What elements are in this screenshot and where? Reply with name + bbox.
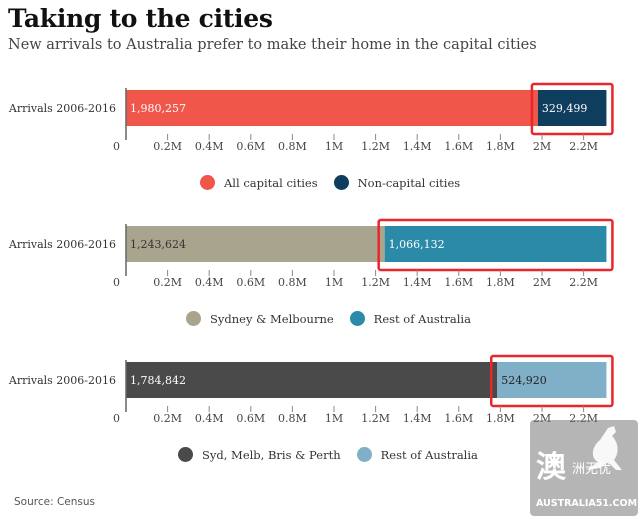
legend-swatch [356, 447, 372, 462]
source-note: Source: Census [14, 496, 95, 508]
tick-label: 2M [533, 140, 551, 153]
tick-label: 1.2M [361, 412, 390, 425]
bar-segment [497, 362, 607, 398]
legend-label: Non-capital cities [357, 175, 461, 190]
tick-label: 1.8M [486, 276, 515, 289]
tick-label: 0.2M [153, 140, 182, 153]
tick-label: 0.8M [278, 276, 307, 289]
tick-label: 1.4M [403, 276, 432, 289]
legend-label: Rest of Australia [380, 447, 478, 462]
legend-item: Rest of Australia [356, 447, 478, 462]
chart-svg: Arrivals 2006-2016 1,243,624 1,066,132 0 0.2… [8, 218, 614, 289]
highlight-box [377, 218, 614, 272]
bar-segment [384, 226, 607, 262]
highlight-box [530, 82, 614, 136]
tick-label: 2.2M [569, 140, 598, 153]
bar-segment [126, 226, 385, 262]
tick-label: 2.2M [569, 276, 598, 289]
tick-label: 0 [113, 276, 120, 289]
tick-label: 1.2M [361, 140, 390, 153]
legend-swatch [349, 311, 365, 326]
chart-legend: Sydney & Melbourne Rest of Australia [186, 311, 487, 326]
legend-item: Syd, Melb, Bris & Perth [178, 447, 341, 462]
chart-legend: Syd, Melb, Bris & Perth Rest of Australia [178, 447, 494, 462]
tick-label: 1.6M [444, 276, 473, 289]
tick-label: 1.2M [361, 276, 390, 289]
category-label: Arrivals 2006-2016 [8, 374, 116, 387]
chart-title: Taking to the cities [8, 4, 273, 33]
chart-subtitle: New arrivals to Australia prefer to make… [8, 37, 537, 53]
kangaroo-icon [586, 426, 622, 470]
data-label: 1,784,842 [130, 374, 186, 387]
legend-label: All capital cities [224, 175, 318, 190]
tick-label: 0.2M [153, 412, 182, 425]
legend-swatch [178, 447, 193, 462]
category-label: Arrivals 2006-2016 [8, 102, 116, 115]
tick-label: 0.4M [195, 140, 224, 153]
tick-label: 1.6M [444, 412, 473, 425]
legend-label: Rest of Australia [373, 311, 471, 326]
category-label: Arrivals 2006-2016 [8, 238, 116, 251]
tick-label: 1.4M [403, 140, 432, 153]
tick-label: 1M [325, 140, 343, 153]
tick-label: 1.4M [403, 412, 432, 425]
chart-svg: Arrivals 2006-2016 1,784,842 524,920 0 0.2M 0… [8, 354, 614, 425]
legend-swatch [333, 175, 349, 190]
chart-svg: Arrivals 2006-2016 1,980,257 329,499 0 0.2M 0… [8, 82, 614, 153]
chart-panel-syd-melb: Arrivals 2006-2016 1,243,624 1,066,132 0 0.2… [0, 214, 640, 344]
legend-label: Sydney & Melbourne [210, 311, 334, 326]
watermark-glyph: 澳 [536, 450, 566, 485]
legend-label: Syd, Melb, Bris & Perth [202, 447, 341, 462]
legend-item: Sydney & Melbourne [186, 311, 334, 326]
legend-item: Rest of Australia [349, 311, 471, 326]
data-label: 1,243,624 [130, 238, 186, 251]
highlight-box [489, 354, 614, 408]
tick-label: 0.6M [236, 412, 265, 425]
tick-label: 0.6M [236, 140, 265, 153]
chart-panel-capital: Arrivals 2006-2016 1,980,257 329,499 0 0.2M 0… [0, 78, 640, 208]
tick-label: 1M [325, 276, 343, 289]
legend-item: All capital cities [200, 175, 318, 190]
chart-legend: All capital cities Non-capital cities [200, 175, 476, 190]
bar-segment [126, 90, 538, 126]
data-label: 329,499 [542, 102, 588, 115]
legend-swatch [186, 311, 201, 326]
tick-label: 0 [113, 140, 120, 153]
legend-item: Non-capital cities [333, 175, 461, 190]
tick-label: 1.8M [486, 140, 515, 153]
tick-label: 0.6M [236, 276, 265, 289]
data-label: 1,980,257 [130, 102, 186, 115]
tick-label: 0.2M [153, 276, 182, 289]
bar-segment [126, 362, 498, 398]
bar-segment [537, 90, 607, 126]
legend-swatch [200, 175, 215, 190]
tick-label: 0.4M [195, 276, 224, 289]
tick-label: 0.8M [278, 140, 307, 153]
data-label: 524,920 [501, 374, 547, 387]
tick-label: 0 [113, 412, 120, 425]
watermark-sub: 洲无忧 [572, 462, 612, 477]
data-label: 1,066,132 [389, 238, 445, 251]
chart-panel-major-cities: Arrivals 2006-2016 1,784,842 524,920 0 0.2M 0… [0, 350, 640, 480]
watermark-logo: 澳 洲无忧 AUSTRALIA51.COM [530, 420, 638, 516]
tick-label: 0.8M [278, 412, 307, 425]
tick-label: 2M [533, 276, 551, 289]
tick-label: 1M [325, 412, 343, 425]
tick-label: 1.6M [444, 140, 473, 153]
watermark-url: AUSTRALIA51.COM [536, 498, 638, 509]
tick-label: 0.4M [195, 412, 224, 425]
tick-label: 1.8M [486, 412, 515, 425]
